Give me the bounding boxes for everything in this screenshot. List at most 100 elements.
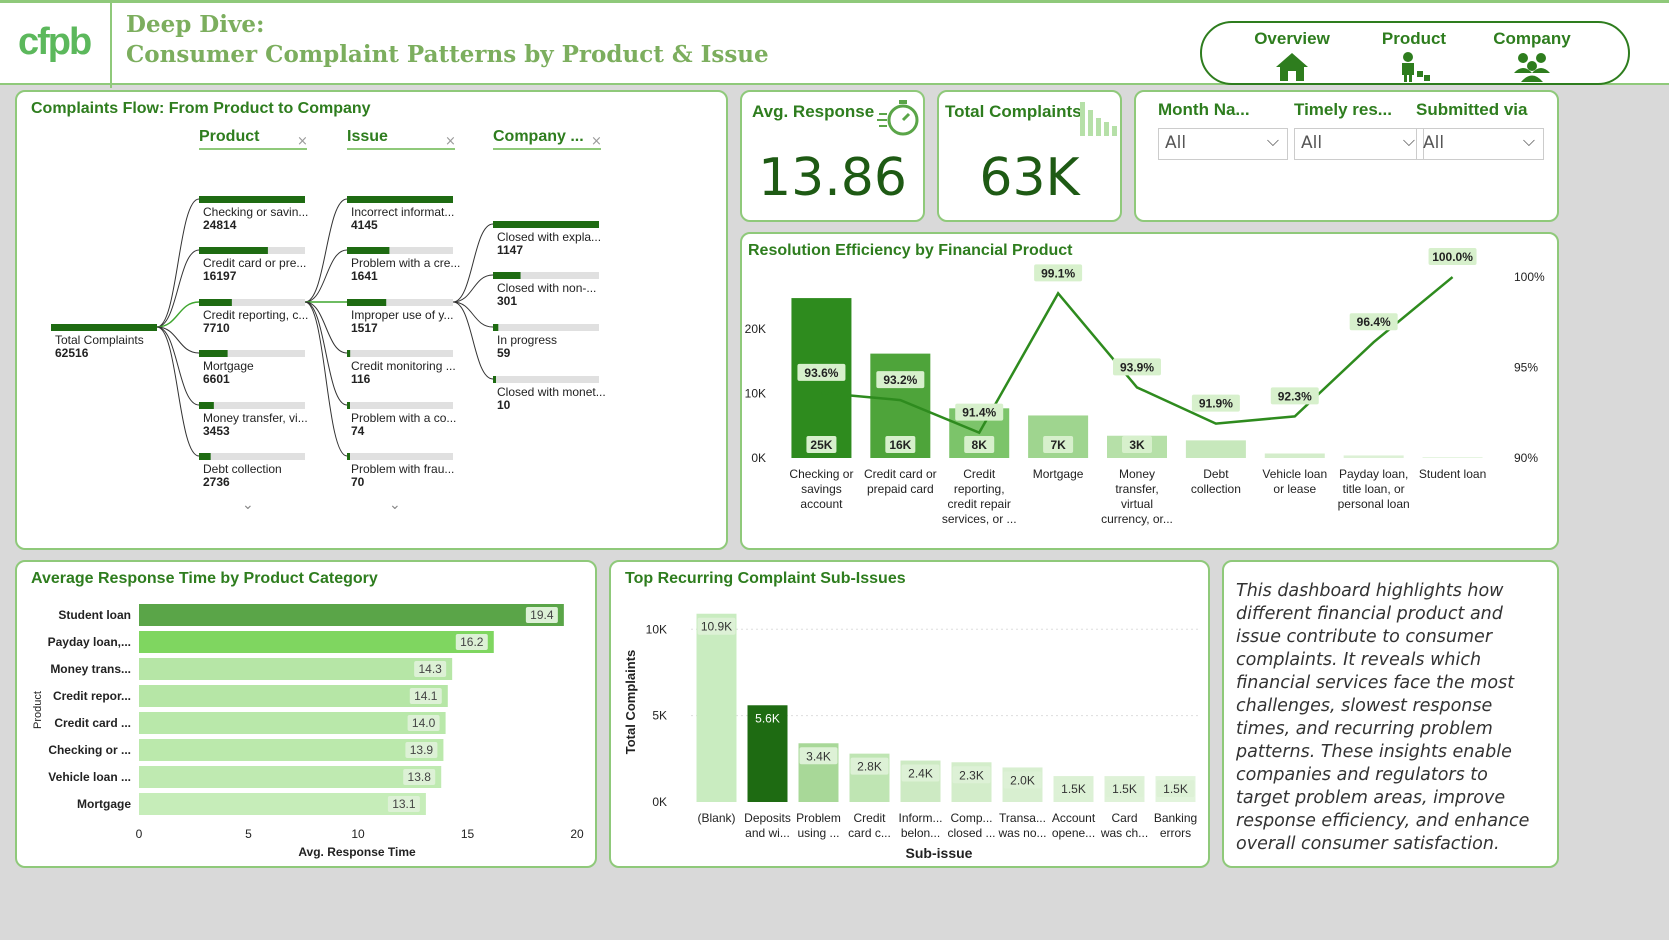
- tree-issue-node[interactable]: Problem with a co... 74: [351, 412, 456, 438]
- res-line-label: 92.3%: [1278, 389, 1312, 403]
- hbar-label-bg: [407, 715, 440, 731]
- tree-product-node[interactable]: Money transfer, vi... 3453: [203, 412, 308, 438]
- tree-product-node[interactable]: Credit card or pre... 16197: [203, 257, 306, 283]
- hbar-category: Student loan: [58, 608, 131, 622]
- tree-company-node[interactable]: In progress 59: [497, 334, 557, 360]
- tree-company-node[interactable]: Closed with monet... 10: [497, 386, 606, 412]
- sub-x-tick: belon...: [901, 826, 940, 840]
- res-bar: [1343, 455, 1404, 458]
- sub-label: 2.3K: [959, 768, 984, 782]
- hbar-bar: [139, 631, 494, 653]
- res-x-tick: currency, or...: [1101, 512, 1173, 526]
- tree-issue-node[interactable]: Problem with frau... 70: [351, 463, 454, 489]
- res-bar: [1264, 453, 1325, 458]
- sub-x-label: Sub-issue: [906, 845, 973, 861]
- tree-product-node[interactable]: Debt collection 2736: [203, 463, 282, 489]
- tree-issue-node-value: 70: [351, 475, 365, 489]
- slicer-month-dropdown[interactable]: All ⌵: [1158, 128, 1288, 160]
- tree-issue-node-label: Problem with a cre...: [351, 256, 461, 270]
- tree-product-node-label: Credit reporting, c...: [203, 308, 309, 322]
- res-x-tick: transfer,: [1115, 482, 1158, 496]
- tree-company-bar-fill: [493, 324, 499, 331]
- tree-product-node[interactable]: Checking or savin... 24814: [203, 206, 308, 232]
- tree-issue-node[interactable]: Incorrect informat... 4145: [351, 206, 454, 232]
- res-bar-label-bg: [806, 436, 837, 453]
- tree-issue-node[interactable]: Improper use of y... 1517: [351, 309, 454, 335]
- tree-header-issue[interactable]: Issue: [347, 128, 455, 150]
- tree-company-node-label: Closed with expla...: [497, 230, 602, 244]
- expand-issue-chevron-icon[interactable]: ⌄: [389, 497, 401, 513]
- res-x-tick: Payday loan,: [1339, 467, 1408, 481]
- tree-link: [304, 249, 348, 303]
- tree-link: [304, 301, 348, 457]
- tree-product-node-value: 7710: [203, 321, 230, 335]
- res-x-tick: Student loan: [1419, 467, 1486, 481]
- tree-header-company[interactable]: Company ...: [493, 128, 601, 150]
- res-bar: [1185, 440, 1246, 458]
- tree-link: [304, 301, 348, 406]
- hbar-label: 14.0: [412, 716, 436, 730]
- res-bar-label: 16K: [889, 438, 911, 452]
- page-navigator: Overview Product Company: [1200, 21, 1630, 85]
- res-x-tick: reporting,: [954, 482, 1005, 496]
- tree-company-bar-fill: [493, 221, 599, 228]
- res-y2-tick: 100%: [1514, 270, 1545, 284]
- sub-x-tick: Banking: [1154, 811, 1197, 825]
- tree-issue-node[interactable]: Problem with a cre... 1641: [351, 257, 460, 283]
- tree-company-bar-fill: [493, 376, 496, 383]
- sub-x-tick: Problem: [796, 811, 841, 825]
- header-divider: [110, 3, 112, 88]
- tree-remove-product-icon[interactable]: ×: [297, 134, 308, 149]
- slicer-timely: Timely res... All ⌵: [1294, 100, 1424, 160]
- tree-product-node-label: Mortgage: [203, 359, 254, 373]
- slicer-timely-dropdown[interactable]: All ⌵: [1294, 128, 1424, 160]
- sub-y-tick: 10K: [646, 622, 667, 636]
- res-x-tick: credit repair: [948, 497, 1011, 511]
- res-line-label: 99.1%: [1041, 266, 1075, 280]
- hbar-label-bg: [403, 769, 436, 785]
- tree-issue-bar-fill: [347, 247, 390, 254]
- tree-product-bar-fill: [199, 402, 214, 409]
- tree-product-node[interactable]: Mortgage 6601: [203, 360, 254, 386]
- tree-company-node[interactable]: Closed with expla... 1147: [497, 231, 601, 257]
- res-line-label-bg: [1428, 248, 1477, 266]
- slicer-month-label: Month Na...: [1158, 100, 1250, 119]
- tree-header-product[interactable]: Product: [199, 128, 307, 150]
- nav-overview-button[interactable]: Overview: [1242, 29, 1342, 87]
- sub-bar: [696, 613, 737, 802]
- tree-product-node-value: 3453: [203, 424, 230, 438]
- slicer-submitted-dropdown[interactable]: All ⌵: [1416, 128, 1544, 160]
- hbar-label: 13.1: [392, 797, 416, 811]
- sub-label: 2.4K: [908, 767, 933, 781]
- tree-company-node[interactable]: Closed with non-... 301: [497, 282, 596, 308]
- tree-product-bar-fill: [199, 247, 268, 254]
- sub-y-label: Total Complaints: [623, 650, 638, 754]
- narrative-text: This dashboard highlights how different …: [1236, 581, 1530, 854]
- hbar-bar: [139, 604, 564, 626]
- sub-x-tick: Deposits: [744, 811, 791, 825]
- tree-issue-node[interactable]: Credit monitoring ... 116: [351, 360, 456, 386]
- sub-x-tick: Card: [1111, 811, 1137, 825]
- avg-response-card: Avg. Response 13.86: [740, 90, 925, 222]
- tree-remove-issue-icon[interactable]: ×: [445, 134, 456, 149]
- hbar-label-bg: [387, 796, 420, 812]
- tree-remove-company-icon[interactable]: ×: [591, 134, 602, 149]
- hbar-label-bg: [455, 634, 488, 650]
- res-line-label-bg: [1349, 313, 1398, 331]
- res-x-tick: Debt: [1203, 467, 1229, 481]
- sub-x-tick: Credit: [853, 811, 886, 825]
- avg-response-label: Avg. Response: [752, 102, 875, 121]
- res-bar-label: 7K: [1050, 438, 1066, 452]
- res-bar-label: 3K: [1129, 438, 1145, 452]
- nav-product-button[interactable]: Product: [1364, 29, 1464, 87]
- tree-product-node[interactable]: Credit reporting, c... 7710: [203, 309, 308, 335]
- tree-root-node[interactable]: Total Complaints 62516: [55, 334, 144, 360]
- sub-x-tick: closed ...: [947, 826, 995, 840]
- resolution-efficiency-chart: 20K 10K 0K 100% 95% 90% 25K Checking orsavingsa…: [745, 248, 1545, 526]
- sub-label-bg: [1156, 780, 1195, 798]
- expand-product-chevron-icon[interactable]: ⌄: [242, 497, 254, 513]
- nav-company-button[interactable]: Company: [1482, 29, 1582, 87]
- hbar-y-label: Product: [32, 691, 44, 729]
- tree-issue-node-value: 1517: [351, 321, 378, 335]
- res-x-tick: Mortgage: [1033, 467, 1084, 481]
